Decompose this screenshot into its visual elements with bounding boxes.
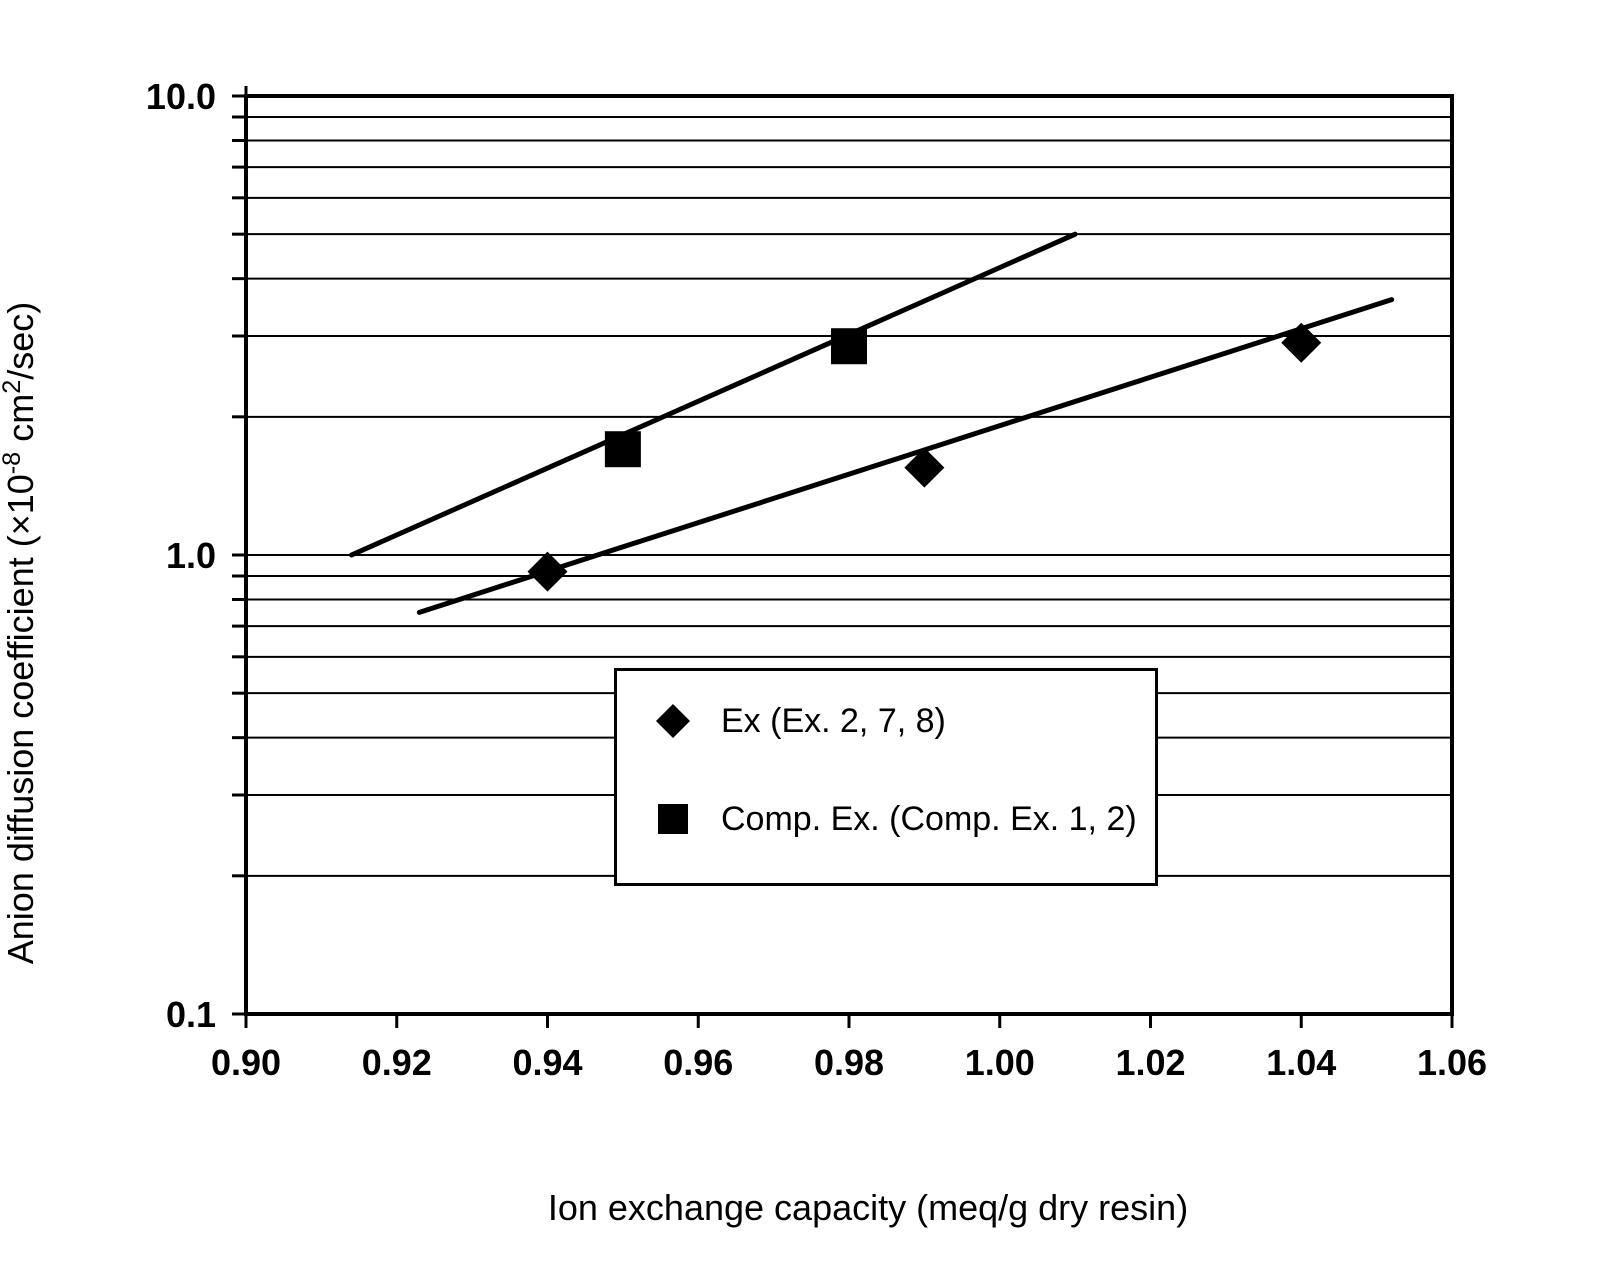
x-tick-label: 0.92 — [362, 1042, 432, 1084]
square-icon — [653, 799, 693, 839]
y-tick-label: 0.1 — [166, 994, 216, 1036]
legend-label: Comp. Ex. (Comp. Ex. 1, 2) — [721, 800, 1137, 839]
y-tick-label: 10.0 — [146, 76, 216, 118]
legend-box: Ex (Ex. 2, 7, 8) Comp. Ex. (Comp. Ex. 1, … — [614, 668, 1158, 886]
x-tick-label: 0.94 — [512, 1042, 582, 1084]
x-tick-label: 1.04 — [1266, 1042, 1336, 1084]
x-tick-label: 0.98 — [814, 1042, 884, 1084]
legend-label: Ex (Ex. 2, 7, 8) — [721, 702, 946, 741]
x-tick-label: 0.96 — [663, 1042, 733, 1084]
x-tick-label: 1.06 — [1417, 1042, 1487, 1084]
y-tick-label: 1.0 — [166, 535, 216, 577]
x-tick-label: 0.90 — [211, 1042, 281, 1084]
diamond-icon — [653, 701, 693, 741]
x-tick-label: 1.02 — [1115, 1042, 1185, 1084]
legend-row: Comp. Ex. (Comp. Ex. 1, 2) — [653, 799, 1137, 839]
legend-row: Ex (Ex. 2, 7, 8) — [653, 701, 946, 741]
x-tick-label: 1.00 — [965, 1042, 1035, 1084]
chart-figure: Anion diffusion coefficient (×10-8 cm2/s… — [0, 0, 1608, 1265]
